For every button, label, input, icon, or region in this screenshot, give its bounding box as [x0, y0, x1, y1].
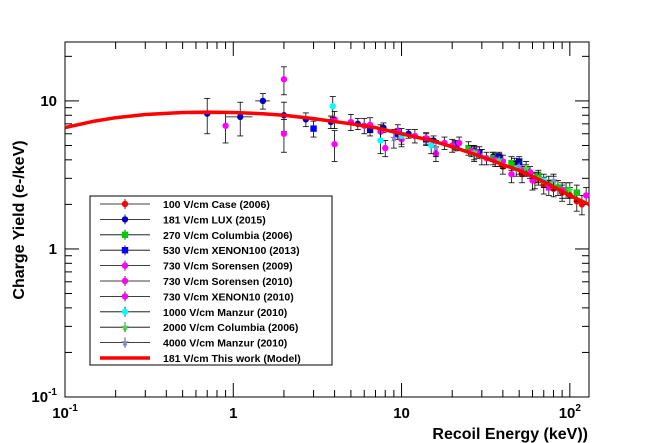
data-point [237, 113, 244, 121]
legend-swatch-marker [121, 308, 129, 315]
data-points [189, 66, 590, 216]
data-point [508, 159, 515, 167]
series-5 [280, 114, 526, 177]
legend-label: 730 V/cm Sorensen (2009) [163, 261, 293, 273]
legend: 100 V/cm Case (2006) 181 V/cm LUX (2015) 2… [89, 195, 333, 366]
data-point [549, 176, 558, 184]
legend-label: 181 V/cm LUX (2015) [163, 214, 266, 226]
legend-swatch-marker [121, 323, 129, 331]
axis-ticks [64, 42, 589, 398]
data-point [522, 164, 531, 172]
legend-label: 730 V/cm XENON10 (2010) [163, 291, 294, 303]
data-point [310, 125, 317, 132]
data-point [515, 162, 524, 170]
data-point [470, 148, 479, 156]
data-point [565, 185, 574, 194]
y-tick-label: 10 [40, 93, 57, 110]
legend-box [89, 195, 333, 366]
data-point [431, 143, 440, 152]
data-point [329, 103, 336, 110]
data-point [222, 122, 229, 129]
legend-swatch-marker [121, 247, 129, 254]
data-point [455, 139, 463, 147]
plot-frame [64, 41, 590, 398]
data-point [331, 141, 338, 148]
legend-label: 1000 V/cm Manzur (2010) [163, 307, 287, 319]
data-point [508, 170, 515, 178]
data-point [280, 76, 288, 83]
data-point [280, 130, 288, 137]
legend-swatch-marker [121, 231, 129, 238]
x-axis-title: Recoil Energy (keV)) [432, 426, 588, 443]
legend-swatch-marker [121, 338, 129, 346]
y-axis-title: Charge Yield (e-/keV) [11, 140, 28, 299]
data-point [259, 97, 267, 105]
model-curve [64, 110, 590, 206]
data-point [582, 192, 590, 199]
legend-label: 730 V/cm Sorensen (2010) [163, 276, 293, 288]
legend-label: 270 V/cm Columbia (2006) [163, 230, 293, 242]
x-tick-label: 102 [559, 403, 582, 422]
data-point [382, 144, 389, 152]
x-tick-label: 1 [229, 405, 237, 422]
x-tick-label: 10 [393, 405, 410, 422]
series-9 [389, 129, 558, 188]
tick-labels: 10-1 1 10 102 10-1 1 10 [31, 93, 581, 422]
data-point [573, 189, 580, 196]
data-point [562, 186, 570, 194]
legend-label: 181 V/cm This work (Model) [163, 353, 301, 365]
legend-swatch-marker [121, 262, 129, 269]
x-tick-label: 10-1 [52, 403, 78, 422]
legend-swatch-marker [121, 293, 129, 300]
data-point [452, 142, 459, 149]
data-point [389, 134, 398, 142]
model-curve-layer [64, 110, 590, 206]
legend-label: 4000 V/cm Manzur (2010) [163, 338, 287, 350]
data-point [377, 137, 384, 144]
legend-swatch-marker [121, 200, 129, 208]
y-tick-label: 1 [49, 241, 57, 258]
y-tick-label: 10-1 [31, 387, 57, 406]
legend-swatch-marker [121, 277, 129, 285]
legend-label: 2000 V/cm Columbia (2006) [163, 322, 298, 334]
legend-label: 100 V/cm Case (2006) [163, 199, 270, 211]
legend-swatch-marker [121, 216, 129, 223]
data-point [465, 144, 472, 152]
legend-label: 530 V/cm XENON100 (2013) [163, 245, 300, 257]
